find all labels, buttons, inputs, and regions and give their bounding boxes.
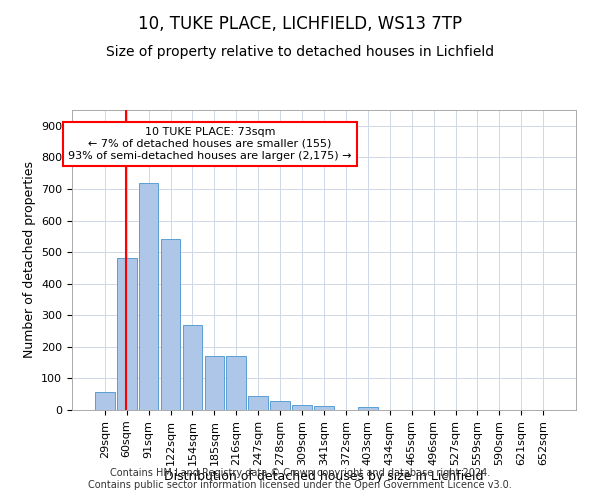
Bar	[161, 240, 181, 410]
Text: 10 TUKE PLACE: 73sqm
← 7% of detached houses are smaller (155)
93% of semi-detac: 10 TUKE PLACE: 73sqm ← 7% of detached ho…	[68, 128, 352, 160]
Text: 10, TUKE PLACE, LICHFIELD, WS13 7TP: 10, TUKE PLACE, LICHFIELD, WS13 7TP	[138, 15, 462, 33]
Bar	[226, 356, 246, 410]
Bar	[205, 356, 224, 410]
Bar	[95, 392, 115, 410]
Y-axis label: Number of detached properties: Number of detached properties	[23, 162, 35, 358]
Bar	[248, 396, 268, 410]
Bar	[314, 406, 334, 410]
Text: Contains HM Land Registry data © Crown copyright and database right 2024.
Contai: Contains HM Land Registry data © Crown c…	[88, 468, 512, 490]
Bar	[270, 400, 290, 410]
Bar	[358, 408, 378, 410]
Bar	[182, 324, 202, 410]
Bar	[139, 182, 158, 410]
X-axis label: Distribution of detached houses by size in Lichfield: Distribution of detached houses by size …	[164, 470, 484, 484]
Text: Size of property relative to detached houses in Lichfield: Size of property relative to detached ho…	[106, 45, 494, 59]
Bar	[292, 406, 312, 410]
Bar	[117, 258, 137, 410]
